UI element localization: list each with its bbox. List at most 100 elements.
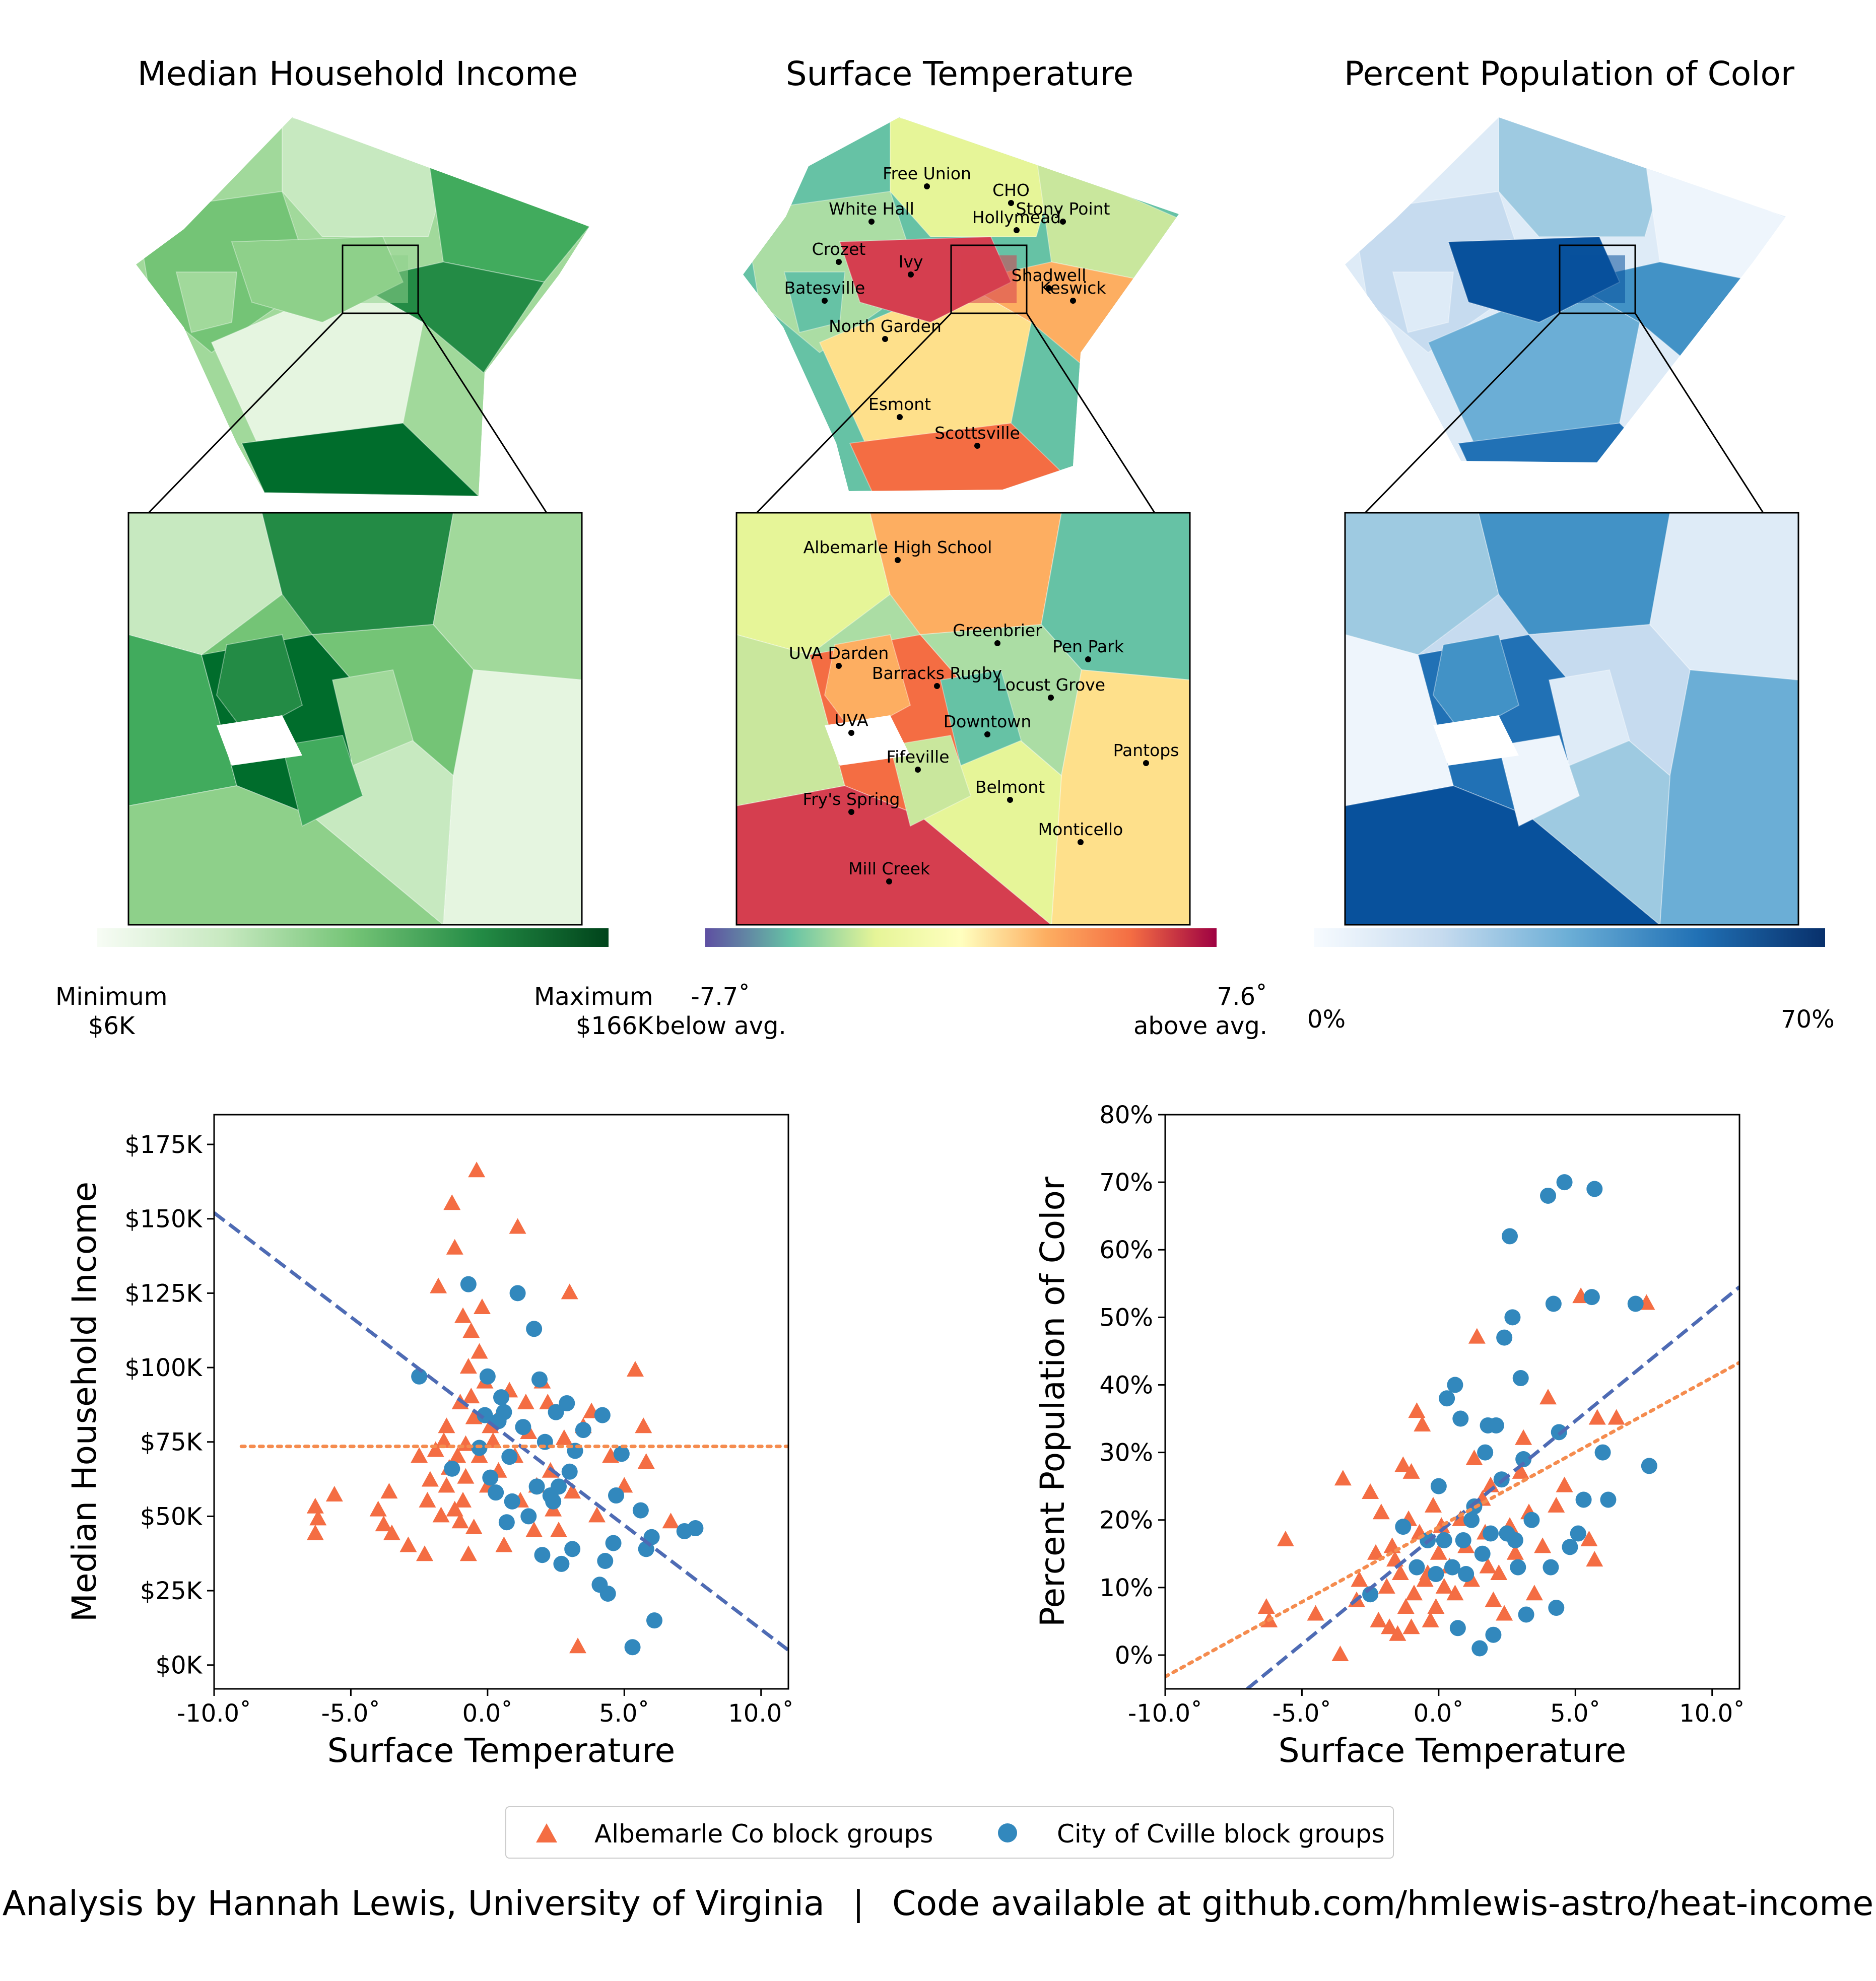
data-point-triangle	[1465, 1450, 1483, 1465]
overview-core	[961, 255, 1017, 303]
choropleth-maps: Free Union CHO White Hall Stony PointHollym…	[97, 117, 1825, 947]
place-label: White Hall	[829, 199, 914, 219]
data-point-circle	[1540, 1187, 1556, 1204]
data-point-triangle	[1430, 1544, 1447, 1560]
place-label: UVA Darden	[789, 643, 889, 663]
place-label: Fry's Spring	[803, 789, 900, 809]
connector-line-left	[1364, 312, 1561, 514]
data-point-triangle	[555, 1429, 573, 1445]
data-point-triangle	[1257, 1598, 1275, 1614]
data-point-circle	[687, 1520, 704, 1537]
y-tick-label: $100K	[124, 1354, 203, 1382]
place-label: Greenbrier	[953, 621, 1042, 640]
place-label: Fifeville	[886, 747, 949, 767]
data-point-triangle	[1539, 1389, 1557, 1405]
data-point-circle	[1570, 1525, 1586, 1542]
data-point-triangle	[637, 1453, 655, 1469]
series-albemarle	[1257, 1287, 1655, 1661]
place-marker	[1048, 695, 1054, 701]
y-tick-label: $75K	[140, 1428, 203, 1457]
data-point-circle	[1430, 1478, 1447, 1494]
overview-place: White Hall	[829, 199, 914, 225]
data-point-circle	[1502, 1228, 1518, 1245]
series-albemarle	[306, 1162, 680, 1654]
data-point-triangle	[1496, 1605, 1513, 1621]
data-point-circle	[597, 1553, 614, 1569]
place-marker	[1008, 200, 1014, 206]
data-point-triangle	[1485, 1591, 1502, 1607]
data-point-triangle	[1402, 1618, 1420, 1634]
zoom-region	[1345, 513, 1500, 656]
data-point-triangle	[662, 1513, 680, 1529]
data-point-circle	[515, 1419, 531, 1436]
overview-region	[175, 271, 238, 333]
connector-line-right	[1026, 313, 1156, 513]
zoom-region	[1050, 669, 1190, 925]
data-point-triangle	[525, 1521, 543, 1537]
place-label: CHO	[992, 180, 1030, 200]
data-point-triangle	[1334, 1470, 1352, 1486]
data-point-triangle	[1331, 1645, 1349, 1661]
footer-credits: Analysis by Hannah Lewis, University of …	[0, 1884, 1876, 1924]
colorbar-0	[97, 928, 609, 947]
zoom-map-0	[128, 513, 582, 925]
zoom-inset-frame	[127, 512, 583, 926]
place-label: Esmont	[868, 394, 931, 414]
data-point-circle	[545, 1493, 562, 1510]
data-point-triangle	[1468, 1328, 1486, 1344]
zoom-inset-frame	[735, 512, 1191, 926]
overview-map-2	[1345, 117, 1786, 462]
data-point-triangle	[465, 1408, 483, 1424]
data-point-circle	[1477, 1444, 1494, 1461]
overview-region	[1392, 271, 1454, 333]
data-point-circle	[551, 1478, 567, 1495]
data-point-circle	[1548, 1600, 1565, 1616]
data-point-circle	[575, 1422, 591, 1439]
data-point-triangle	[569, 1637, 586, 1654]
zoom-region	[1498, 734, 1580, 827]
data-point-triangle	[1556, 1476, 1573, 1492]
y-tick-label: 20%	[1099, 1507, 1153, 1535]
overview-place: Keswick	[1040, 278, 1106, 304]
x-tick-label: 10.0˚	[728, 1699, 794, 1728]
y-tick-label: 30%	[1099, 1439, 1153, 1467]
place-label: Barracks Rugby	[872, 663, 1002, 683]
zoom-region	[940, 669, 1022, 767]
fit-line-dashed	[214, 1211, 788, 1652]
place-marker	[934, 683, 940, 689]
place-label: Crozet	[812, 239, 866, 259]
zoom-place: Fry's Spring	[803, 789, 900, 815]
data-point-circle	[496, 1404, 512, 1420]
data-point-circle	[1504, 1309, 1521, 1326]
place-label: Scottsville	[934, 423, 1020, 443]
place-marker	[1078, 839, 1084, 845]
data-point-triangle	[1351, 1571, 1368, 1587]
data-point-circle	[594, 1407, 611, 1423]
data-point-triangle	[419, 1491, 436, 1508]
zoom-place: Monticello	[1038, 819, 1123, 845]
data-point-triangle	[438, 1477, 455, 1493]
data-point-circle	[632, 1502, 649, 1519]
data-point-circle	[488, 1484, 504, 1501]
data-point-circle	[1463, 1512, 1480, 1528]
place-label: UVA	[834, 710, 868, 730]
plot-area	[1165, 1174, 1739, 1689]
place-marker	[848, 730, 854, 736]
data-point-circle	[599, 1585, 616, 1602]
place-label: Belmont	[975, 777, 1045, 797]
y-tick-label: 80%	[1099, 1101, 1153, 1129]
colorbar-min-label-poc: 0%	[1307, 1005, 1346, 1034]
place-marker	[836, 663, 842, 669]
data-point-triangle	[627, 1360, 644, 1377]
data-point-circle	[1575, 1491, 1592, 1508]
data-point-triangle	[635, 1417, 652, 1433]
overview-core	[353, 255, 408, 303]
zoom-region	[442, 669, 582, 925]
data-point-triangle	[416, 1545, 433, 1561]
axes-frame	[213, 1114, 789, 1690]
zoom-place: Pantops	[1113, 740, 1179, 766]
data-point-triangle	[462, 1388, 480, 1404]
data-point-triangle	[1394, 1456, 1412, 1472]
data-point-circle	[1641, 1458, 1657, 1474]
zoom-place: Mill Creek	[848, 859, 930, 884]
